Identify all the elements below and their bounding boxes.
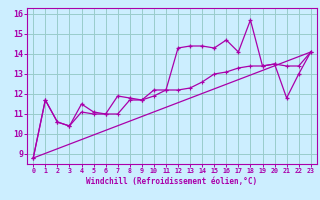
X-axis label: Windchill (Refroidissement éolien,°C): Windchill (Refroidissement éolien,°C) xyxy=(86,177,258,186)
